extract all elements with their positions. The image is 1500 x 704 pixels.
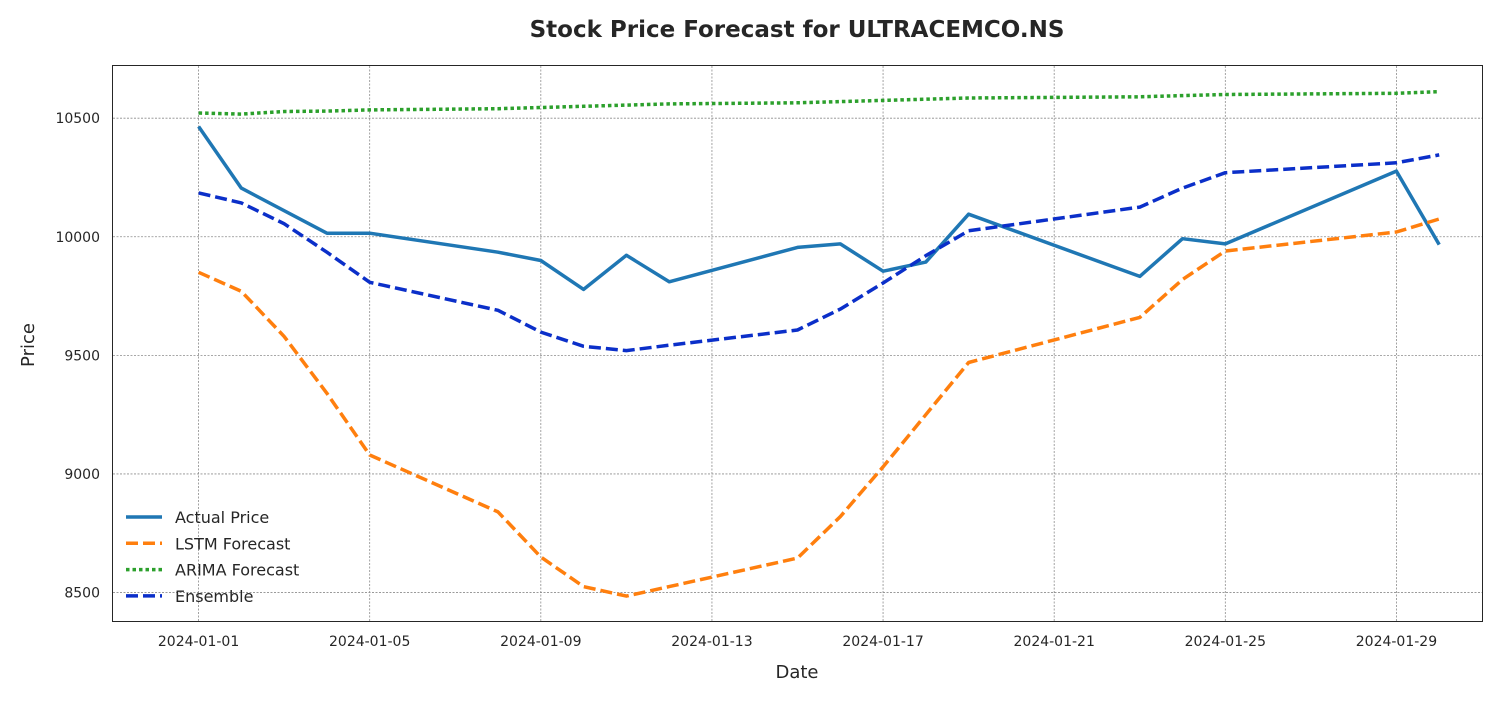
y-tick-labels: 8500 9000 9500 10000 10500 xyxy=(55,111,100,601)
series-line-arima-forecast xyxy=(198,89,1440,116)
x-tick-label: 2024-01-21 xyxy=(1014,634,1095,650)
y-tick-label: 9000 xyxy=(64,467,100,483)
x-tick-label: 2024-01-25 xyxy=(1185,634,1266,650)
y-tick-label: 9500 xyxy=(64,348,100,364)
legend-label-lstm-forecast: LSTM Forecast xyxy=(175,534,290,553)
x-tick-label: 2024-01-17 xyxy=(842,634,923,650)
plot-area-frame xyxy=(112,65,1483,622)
x-tick-labels: 2024-01-01 2024-01-05 2024-01-09 2024-01-13… xyxy=(158,634,1437,650)
x-axis-label: Date xyxy=(775,662,818,683)
legend-label-ensemble: Ensemble xyxy=(175,587,253,606)
chart-title: Stock Price Forecast for ULTRACEMCO.NS xyxy=(530,17,1065,43)
y-tick-label: 10000 xyxy=(55,230,100,246)
x-tick-label: 2024-01-13 xyxy=(671,634,752,650)
legend-label-actual-price: Actual Price xyxy=(175,508,269,527)
series-line-ensemble xyxy=(198,153,1440,353)
x-tick-label: 2024-01-01 xyxy=(158,634,239,650)
series-line-lstm-forecast xyxy=(197,217,1440,598)
x-tick-label: 2024-01-05 xyxy=(329,634,410,650)
y-tick-label: 8500 xyxy=(64,586,100,602)
series-line-actual-price xyxy=(197,125,1441,292)
series-lines xyxy=(197,89,1441,598)
x-tick-label: 2024-01-09 xyxy=(500,634,581,650)
x-tick-label: 2024-01-29 xyxy=(1356,634,1437,650)
y-axis-label: Price xyxy=(18,323,39,367)
legend-label-arima-forecast: ARIMA Forecast xyxy=(175,561,299,580)
grid-lines xyxy=(113,66,1482,621)
y-tick-label: 10500 xyxy=(55,111,100,127)
legend: Actual Price LSTM Forecast ARIMA Forecast E… xyxy=(126,508,299,606)
